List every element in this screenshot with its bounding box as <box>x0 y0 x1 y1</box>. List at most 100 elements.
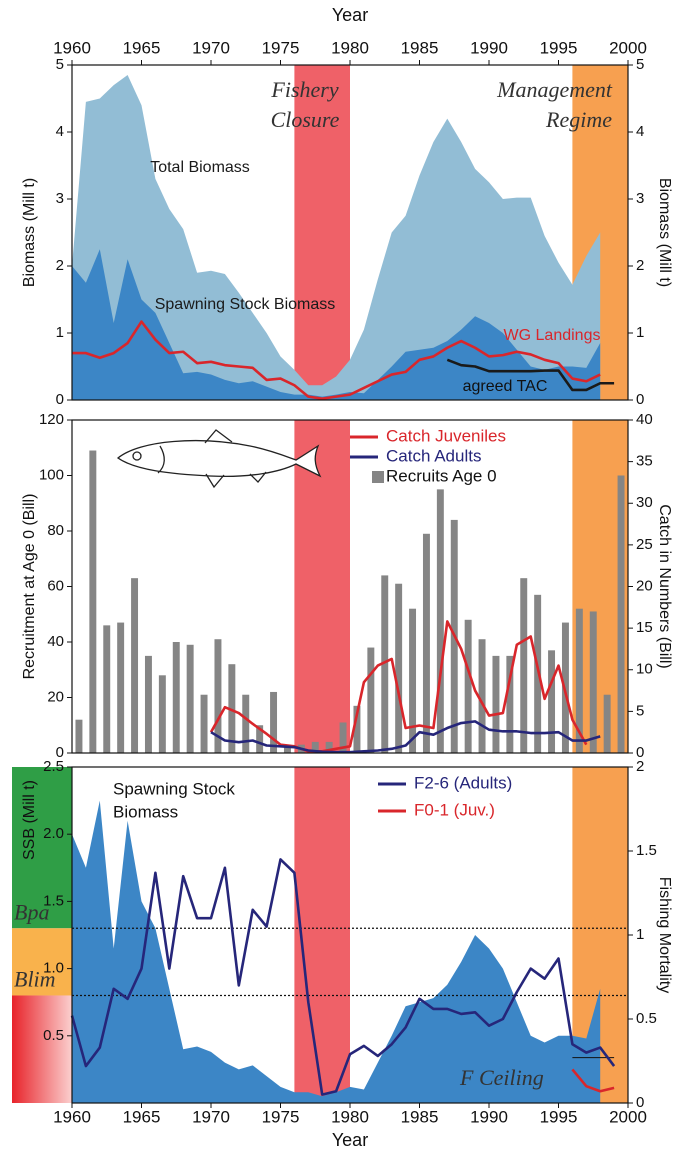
y2-tick-label: 0.5 <box>636 1010 657 1027</box>
x-tick-label: 1990 <box>470 1107 508 1126</box>
reference-label: Blim <box>14 967 56 992</box>
period-band <box>294 420 350 753</box>
bar <box>395 583 403 753</box>
y2-tick-label: 0 <box>636 744 644 761</box>
bar <box>409 608 417 753</box>
legend-swatch <box>372 471 384 483</box>
bar <box>520 578 528 753</box>
y2-tick-label: 2 <box>636 758 644 775</box>
reference-label: Bpa <box>14 899 49 924</box>
line <box>70 858 616 1096</box>
bar <box>214 639 222 753</box>
fish-fin <box>205 473 225 489</box>
y2-tick-label: 0 <box>636 391 644 408</box>
y2-tick-label: 35 <box>636 453 653 470</box>
bar <box>144 655 152 753</box>
bar <box>158 675 166 753</box>
fish-illustration <box>116 429 322 489</box>
y-tick-label: 40 <box>47 633 64 650</box>
y-tick-label: 80 <box>47 522 64 539</box>
y2-tick-label: 1 <box>636 324 644 341</box>
bar <box>103 625 111 753</box>
area <box>72 800 601 1103</box>
y-tick-label: 4 <box>56 123 64 140</box>
line <box>210 720 601 754</box>
zone <box>12 995 72 1103</box>
x-tick-label: 1980 <box>331 1107 369 1126</box>
fish-fin <box>249 471 267 483</box>
area <box>72 249 601 400</box>
y2-tick-label: 15 <box>636 619 653 636</box>
x-tick-label: 2000 <box>609 38 647 57</box>
x-tick-label: 1965 <box>123 1107 161 1126</box>
x-tick-label: 1970 <box>192 1107 230 1126</box>
series-label: WG Landings <box>504 327 601 344</box>
y2-tick-label: 5 <box>636 56 644 73</box>
y-tick-label: 0 <box>56 744 64 761</box>
period-band <box>294 767 350 1103</box>
y-tick-label: 3 <box>56 190 64 207</box>
y-tick-label: 2.0 <box>43 825 64 842</box>
ceiling-label: F Ceiling <box>459 1065 544 1090</box>
y-axis-title: SSB (Mill t) <box>21 780 38 860</box>
bar <box>242 694 250 753</box>
fish-body <box>116 440 322 478</box>
x-tick-label: 1975 <box>262 1107 300 1126</box>
y-tick-label: 1 <box>56 324 64 341</box>
y-tick-label: 1.0 <box>43 960 64 977</box>
line <box>209 620 588 753</box>
zone <box>12 767 72 929</box>
y-tick-label: 1.5 <box>43 892 64 909</box>
band-label: Management <box>496 77 613 102</box>
y2-tick-label: 1 <box>636 926 644 943</box>
x-tick-label: 1975 <box>262 38 300 57</box>
bar <box>381 575 389 753</box>
y2-axis-title: Fishing Mortality <box>656 877 673 993</box>
legend-label: F2-6 (Adults) <box>414 773 512 792</box>
y2-axis-title: Catch in Numbers (Bill) <box>656 504 673 668</box>
y-tick-label: 100 <box>39 466 64 483</box>
line <box>571 1068 615 1093</box>
bar <box>172 642 180 753</box>
bar <box>548 650 556 753</box>
bar <box>270 691 278 753</box>
bar <box>422 533 430 753</box>
bar <box>75 719 83 753</box>
annotation: Biomass <box>113 802 178 821</box>
area <box>72 75 601 401</box>
bar <box>492 655 500 753</box>
x-tick-label: 1960 <box>53 1107 91 1126</box>
y-axis-title: Recruitment at Age 0 (Bill) <box>21 494 38 680</box>
x-tick-label: 1960 <box>53 38 91 57</box>
bar <box>200 694 208 753</box>
legend-label: Recruits Age 0 <box>386 466 497 485</box>
bar <box>367 647 375 753</box>
series-label: Spawning Stock Biomass <box>155 296 336 313</box>
bar <box>478 639 486 753</box>
legend-label: F0-1 (Juv.) <box>414 800 495 819</box>
x-axis-title: Year <box>332 1130 368 1150</box>
y2-tick-label: 10 <box>636 661 653 678</box>
y-tick-label: 0 <box>56 391 64 408</box>
bar <box>283 744 291 753</box>
bar <box>256 725 264 753</box>
bar <box>353 705 361 753</box>
x-tick-label: 1970 <box>192 38 230 57</box>
y-tick-label: 20 <box>47 688 64 705</box>
y-axis-title: Biomass (Mill t) <box>21 178 38 287</box>
bar <box>89 450 97 753</box>
bar <box>464 619 472 753</box>
x-tick-label: 1980 <box>331 38 369 57</box>
legend-label: Catch Juveniles <box>386 426 506 445</box>
x-tick-label: 1985 <box>401 38 439 57</box>
zone <box>12 928 72 996</box>
bar <box>186 644 194 753</box>
y2-tick-label: 20 <box>636 577 653 594</box>
y-tick-label: 5 <box>56 56 64 73</box>
y-tick-label: 0.5 <box>43 1027 64 1044</box>
band-label: Fishery <box>270 77 338 102</box>
x-tick-label: 1995 <box>540 1107 578 1126</box>
series-label: agreed TAC <box>463 378 548 395</box>
